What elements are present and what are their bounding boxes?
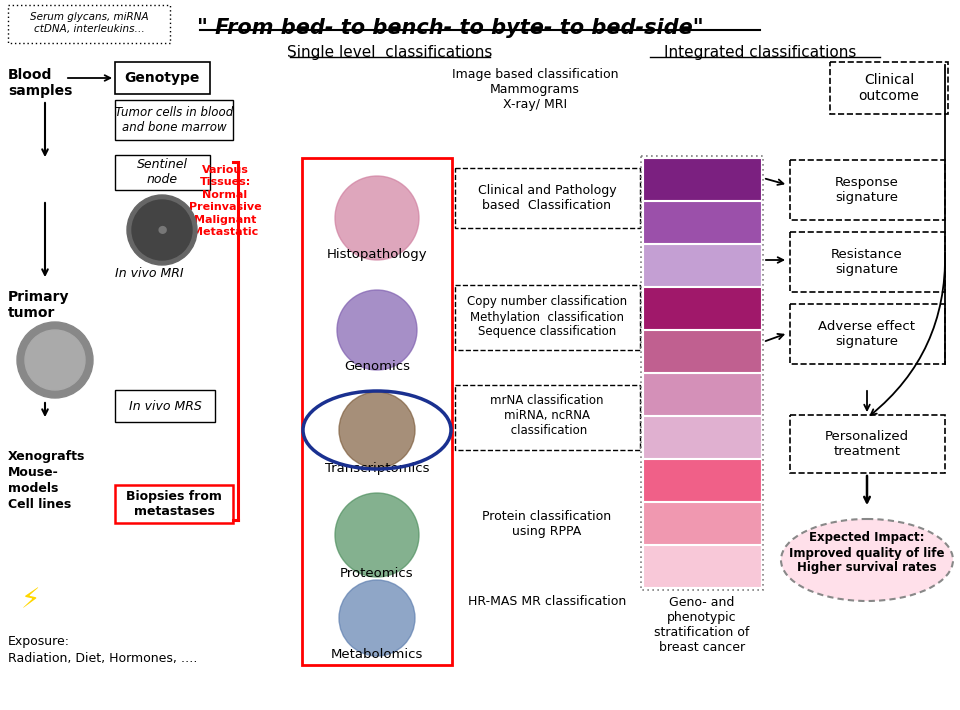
Circle shape [127,195,197,265]
Bar [643,545,761,587]
Bar [790,415,945,473]
Bar [115,390,215,422]
Text: Tumor cells in blood
and bone marrow: Tumor cells in blood and bone marrow [115,106,233,134]
Text: Sentinel
node: Sentinel node [136,158,187,186]
Bar [643,459,761,501]
Bar [115,62,210,94]
Text: Integrated classifications: Integrated classifications [663,45,856,60]
Text: Transcriptomics: Transcriptomics [324,462,429,475]
Circle shape [335,176,419,260]
Text: In vivo MRS: In vivo MRS [129,400,202,413]
Text: Protein classification
using RPPA: Protein classification using RPPA [483,510,612,538]
Text: Image based classification
Mammograms
X-ray/ MRI: Image based classification Mammograms X-… [452,68,618,111]
Text: Clinical
outcome: Clinical outcome [858,73,920,103]
Text: In vivo MRI: In vivo MRI [115,267,183,280]
Bar [8,5,170,43]
Bar [455,168,640,228]
Circle shape [339,392,415,468]
Bar [641,156,763,590]
Text: Personalized
treatment: Personalized treatment [825,430,909,458]
Text: Histopathology: Histopathology [326,248,427,261]
Bar [643,158,761,200]
Circle shape [339,580,415,656]
Text: Geno- and
phenotypic
stratification of
breast cancer: Geno- and phenotypic stratification of b… [655,596,750,654]
Circle shape [132,200,192,260]
Text: ⚡: ⚡ [20,586,39,614]
Bar [790,304,945,364]
Text: Various
Tissues:
Normal
Preinvasive
Malignant
Metastatic: Various Tissues: Normal Preinvasive Mali… [189,165,261,237]
Bar [790,232,945,292]
Bar [643,244,761,286]
Text: Resistance
signature: Resistance signature [831,248,902,276]
Text: Single level  classifications: Single level classifications [287,45,492,60]
Text: Metabolomics: Metabolomics [331,648,423,661]
Bar [115,100,233,140]
Bar [643,373,761,415]
Text: Copy number classification
Methylation  classification
Sequence classification: Copy number classification Methylation c… [467,295,627,339]
Bar [643,502,761,544]
Text: " From bed- to bench- to byte- to bed-side": " From bed- to bench- to byte- to bed-si… [197,18,704,38]
Bar [115,155,210,190]
Text: Radiation, Diet, Hormones, ….: Radiation, Diet, Hormones, …. [8,652,198,665]
Bar [115,485,233,523]
Text: Proteomics: Proteomics [340,567,414,580]
Text: Genotype: Genotype [124,71,200,85]
Bar [643,330,761,372]
Circle shape [25,330,85,390]
Text: Adverse effect
signature: Adverse effect signature [819,320,916,348]
Text: Genomics: Genomics [344,360,410,373]
Text: Serum glycans, miRNA
ctDNA, interleukins…: Serum glycans, miRNA ctDNA, interleukins… [30,12,148,33]
Bar [302,158,452,665]
Bar [455,285,640,350]
Circle shape [335,493,419,577]
Bar [643,416,761,458]
Text: Biopsies from
metastases: Biopsies from metastases [126,490,222,518]
Ellipse shape [781,519,953,601]
Circle shape [337,290,417,370]
Bar [643,201,761,243]
Text: Xenografts
Mouse-
models
Cell lines: Xenografts Mouse- models Cell lines [8,450,85,511]
Text: ⬤: ⬤ [157,226,167,234]
Text: HR-MAS MR classification: HR-MAS MR classification [468,595,626,608]
Text: Expected Impact:
Improved quality of life
Higher survival rates: Expected Impact: Improved quality of lif… [789,532,945,574]
Bar [643,287,761,329]
Bar [790,160,945,220]
Bar [830,62,948,114]
Text: Primary
tumor: Primary tumor [8,290,69,320]
Circle shape [17,322,93,398]
Text: mrNA classification
miRNA, ncRNA
 classification: mrNA classification miRNA, ncRNA classif… [491,393,604,437]
Text: Exposure:: Exposure: [8,635,70,648]
Text: Clinical and Pathology
based  Classification: Clinical and Pathology based Classificat… [478,184,616,212]
Text: Response
signature: Response signature [835,176,899,204]
Bar [455,385,640,450]
Text: Blood
samples: Blood samples [8,68,72,98]
